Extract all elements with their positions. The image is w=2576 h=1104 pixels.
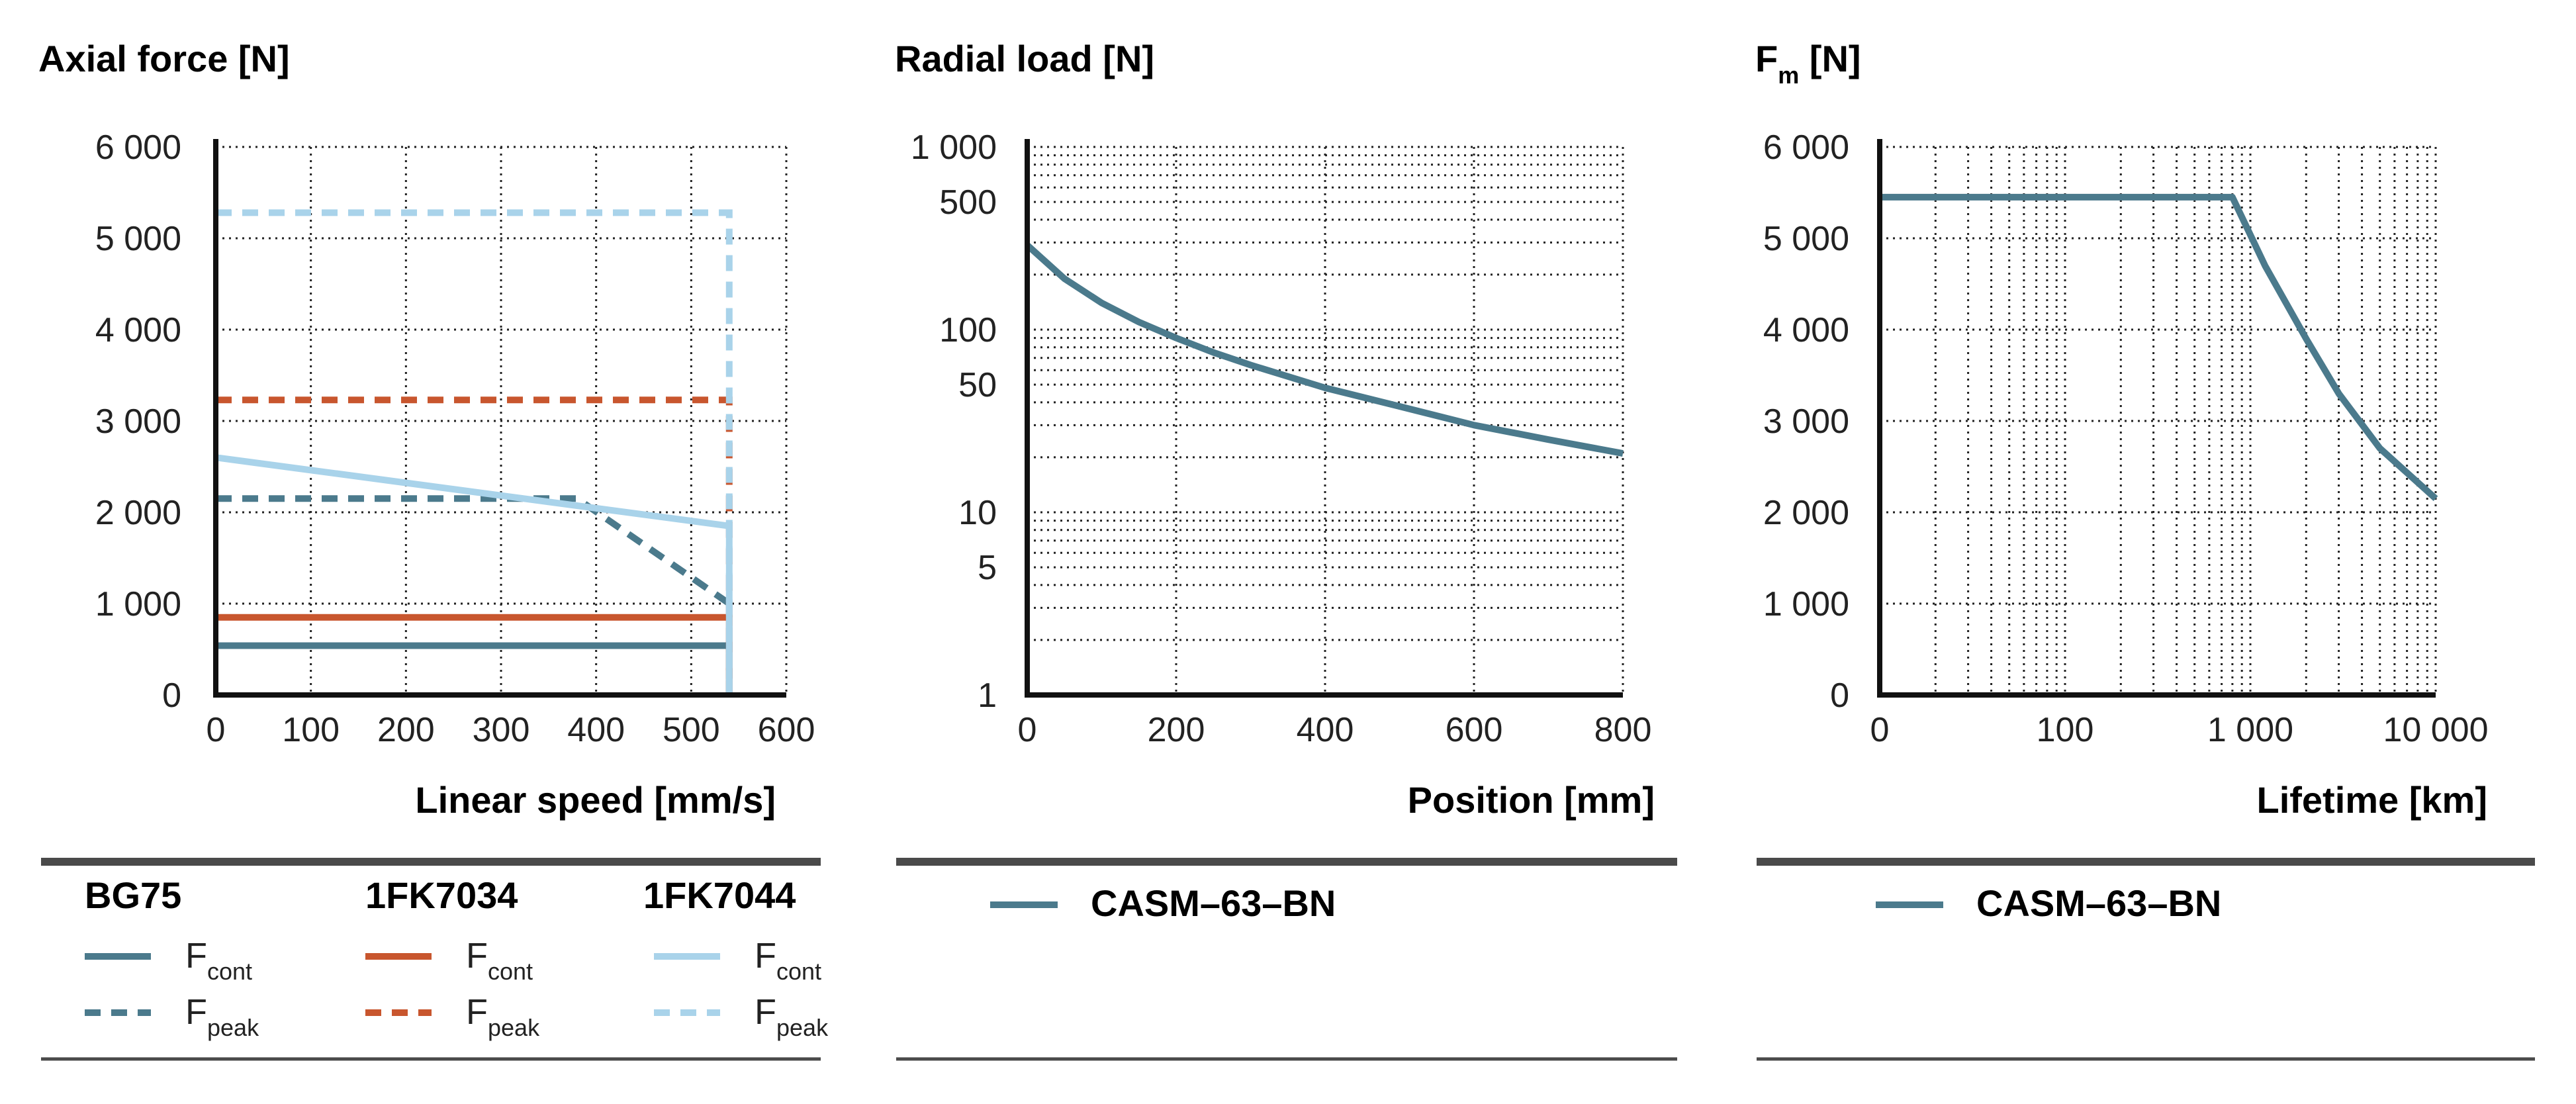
x-tick-label: 300 xyxy=(473,711,530,749)
y-tick-label: 3 000 xyxy=(95,402,181,441)
x-tick-label: 400 xyxy=(567,711,625,749)
axial-force-plot: 0 100 200 300 400 500 600 0 1 000 2 000 3 000 4 000… xyxy=(95,128,815,749)
chart1-title: Axial force [N] xyxy=(38,38,290,79)
y-tick-label: 6 000 xyxy=(1763,128,1849,167)
axial-legend: BG75 1FK7034 1FK7044 Fcont Fpeak Fcont Fpea… xyxy=(85,874,829,1041)
x-tick-label: 0 xyxy=(1018,711,1037,749)
x-tick-label: 500 xyxy=(663,711,720,749)
legend-label-casm-radial: CASM–63–BN xyxy=(1091,882,1336,924)
radial-load-plot: 0 200 400 600 800 1 5 10 50 100 500 1 000 xyxy=(911,128,1652,749)
series-line-casm-63-bn xyxy=(1025,242,1624,457)
series-line-1fk7044-fcont xyxy=(215,454,733,695)
chart1-xlabel: Linear speed [mm/s] xyxy=(415,779,776,821)
x-tick-label: 0 xyxy=(207,711,226,749)
x-tick-label: 400 xyxy=(1297,711,1354,749)
y-tick-label: 500 xyxy=(939,183,997,222)
y-tick-label: 1 000 xyxy=(95,585,181,623)
y-tick-label: 1 000 xyxy=(1763,585,1849,623)
x-tick-label: 800 xyxy=(1594,711,1652,749)
x-tick-label: 600 xyxy=(1446,711,1503,749)
y-tick-label: 0 xyxy=(1830,676,1849,715)
y-tick-label: 5 000 xyxy=(95,220,181,258)
y-tick-label: 10 xyxy=(958,494,997,532)
chart2-title: Radial load [N] xyxy=(895,38,1154,79)
x-tick-label: 200 xyxy=(377,711,435,749)
chart3-title: Fm [N] xyxy=(1755,38,1861,89)
y-tick-label: 1 xyxy=(978,676,997,715)
series-line-bg75-fpeak xyxy=(216,495,731,607)
y-tick-label: 100 xyxy=(939,311,997,349)
y-tick-label: 4 000 xyxy=(1763,311,1849,349)
series-line-1fk7044-fpeak xyxy=(216,209,733,695)
chart3-xlabel: Lifetime [km] xyxy=(2257,779,2488,821)
legend-label-1fk7034-cont: Fcont xyxy=(466,936,533,985)
y-tick-label: 1 000 xyxy=(911,128,997,167)
series-line-bg75-fcont xyxy=(216,642,733,695)
lifetime-plot: 0 1 000 2 000 3 000 4 000 5 000 6 000 0 100 1 000… xyxy=(1763,128,2489,749)
legend-label-casm-lifetime: CASM–63–BN xyxy=(1976,882,2221,924)
series-line-casm-63-bn xyxy=(1880,193,2438,502)
x-tick-label: 600 xyxy=(758,711,815,749)
y-tick-label: 2 000 xyxy=(95,494,181,532)
legend-label-bg75-cont: Fcont xyxy=(185,936,252,985)
y-tick-label: 5 xyxy=(978,549,997,587)
legend-rules xyxy=(41,858,2535,1061)
legend-label-bg75-peak: Fpeak xyxy=(185,992,259,1041)
x-tick-label: 10 000 xyxy=(2383,711,2488,749)
x-tick-label: 100 xyxy=(2037,711,2094,749)
y-tick-label: 6 000 xyxy=(95,128,181,167)
y-tick-label: 50 xyxy=(958,366,997,404)
legend-label-1fk7044-cont: Fcont xyxy=(755,936,821,985)
series-line-1fk7034-fcont xyxy=(216,614,733,695)
y-tick-label: 5 000 xyxy=(1763,220,1849,258)
chart2-xlabel: Position [mm] xyxy=(1408,779,1655,821)
y-tick-label: 3 000 xyxy=(1763,402,1849,441)
y-tick-label: 2 000 xyxy=(1763,494,1849,532)
x-tick-label: 0 xyxy=(1870,711,1890,749)
legend-label-1fk7034-peak: Fpeak xyxy=(466,992,540,1041)
x-tick-label: 100 xyxy=(282,711,340,749)
legend-group-bg75: BG75 xyxy=(85,874,181,916)
legend-label-1fk7044-peak: Fpeak xyxy=(755,992,829,1041)
legend-group-1fk7044: 1FK7044 xyxy=(643,874,796,916)
legend-group-1fk7034: 1FK7034 xyxy=(365,874,518,916)
y-tick-label: 4 000 xyxy=(95,311,181,349)
y-tick-label: 0 xyxy=(162,676,181,715)
x-tick-label: 200 xyxy=(1148,711,1205,749)
x-tick-label: 1 000 xyxy=(2207,711,2293,749)
